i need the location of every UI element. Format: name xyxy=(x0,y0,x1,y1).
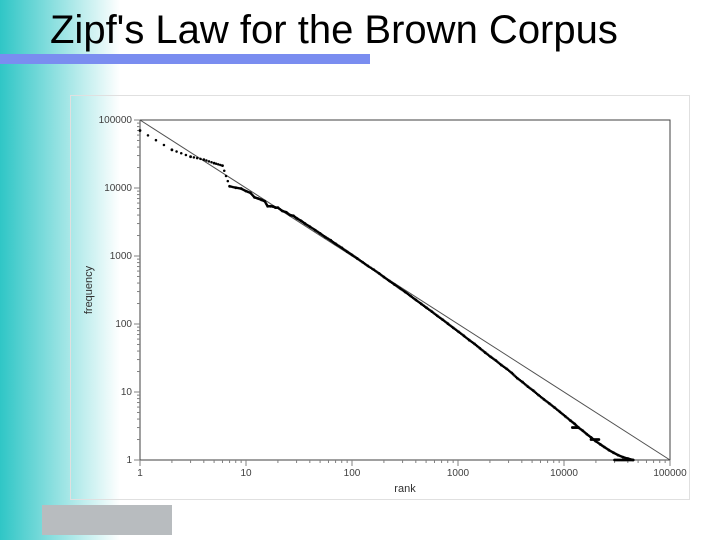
zipf-chart: 1 10 100 1000 10000 100000 1 10 100 1000 10000 1000… xyxy=(70,95,690,500)
svg-text:1: 1 xyxy=(137,468,143,479)
slide-title: Zipf's Law for the Brown Corpus xyxy=(50,8,700,53)
svg-text:10000: 10000 xyxy=(104,183,132,194)
svg-text:10: 10 xyxy=(240,468,252,479)
svg-text:1: 1 xyxy=(126,455,132,466)
svg-text:100: 100 xyxy=(115,319,132,330)
svg-text:100: 100 xyxy=(344,468,361,479)
svg-text:100000: 100000 xyxy=(653,468,687,479)
svg-text:1000: 1000 xyxy=(110,251,133,262)
svg-text:rank: rank xyxy=(394,483,416,495)
svg-text:100000: 100000 xyxy=(99,115,133,126)
footer-logo-block xyxy=(42,505,172,535)
title-underline-bar xyxy=(0,54,370,64)
svg-text:frequency: frequency xyxy=(83,265,95,314)
svg-text:10: 10 xyxy=(121,387,133,398)
zipf-chart-container: 1 10 100 1000 10000 100000 1 10 100 1000 10000 1000… xyxy=(70,95,690,500)
svg-text:1000: 1000 xyxy=(447,468,470,479)
svg-text:10000: 10000 xyxy=(550,468,578,479)
